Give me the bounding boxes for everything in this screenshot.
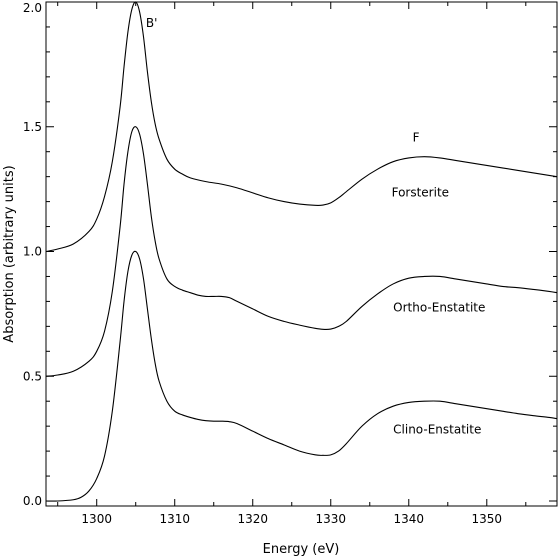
series-line-clino-enstatite	[45, 250, 558, 502]
series-labels: Forsterite Ortho-Enstatite Clino-Enstatite	[392, 186, 486, 437]
series-label-ortho-enstatite: Ortho-Enstatite	[393, 300, 485, 314]
x-tick-label: 1350	[472, 512, 503, 526]
series-line-ortho-enstatite	[45, 126, 558, 377]
series-line-forsterite	[45, 1, 558, 253]
x-tick-label: 1340	[393, 512, 424, 526]
annotations: B' F	[146, 16, 420, 145]
peak-annotation: B'	[146, 16, 158, 30]
y-tick-label: 1.5	[23, 120, 42, 134]
y-tick-label: 0.5	[23, 369, 42, 383]
series-label-clino-enstatite: Clino-Enstatite	[393, 423, 481, 437]
x-tick-label: 1300	[81, 512, 112, 526]
plot-frame	[45, 1, 558, 507]
x-ticks: 1300 1310 1320 1330 1340 1350	[57, 2, 527, 526]
y-axis-label: Absorption (arbitrary units)	[2, 165, 17, 342]
x-tick-label: 1320	[237, 512, 268, 526]
y-tick-label: 1.0	[23, 245, 42, 259]
y-tick-label: 2.0	[23, 1, 42, 15]
y-tick-label: 0.0	[23, 494, 42, 508]
x-axis-label: Energy (eV)	[263, 542, 340, 557]
peak-annotation: F	[413, 131, 420, 145]
series-label-forsterite: Forsterite	[392, 186, 449, 200]
series-lines	[45, 1, 558, 502]
x-tick-label: 1310	[159, 512, 190, 526]
x-tick-label: 1330	[315, 512, 346, 526]
